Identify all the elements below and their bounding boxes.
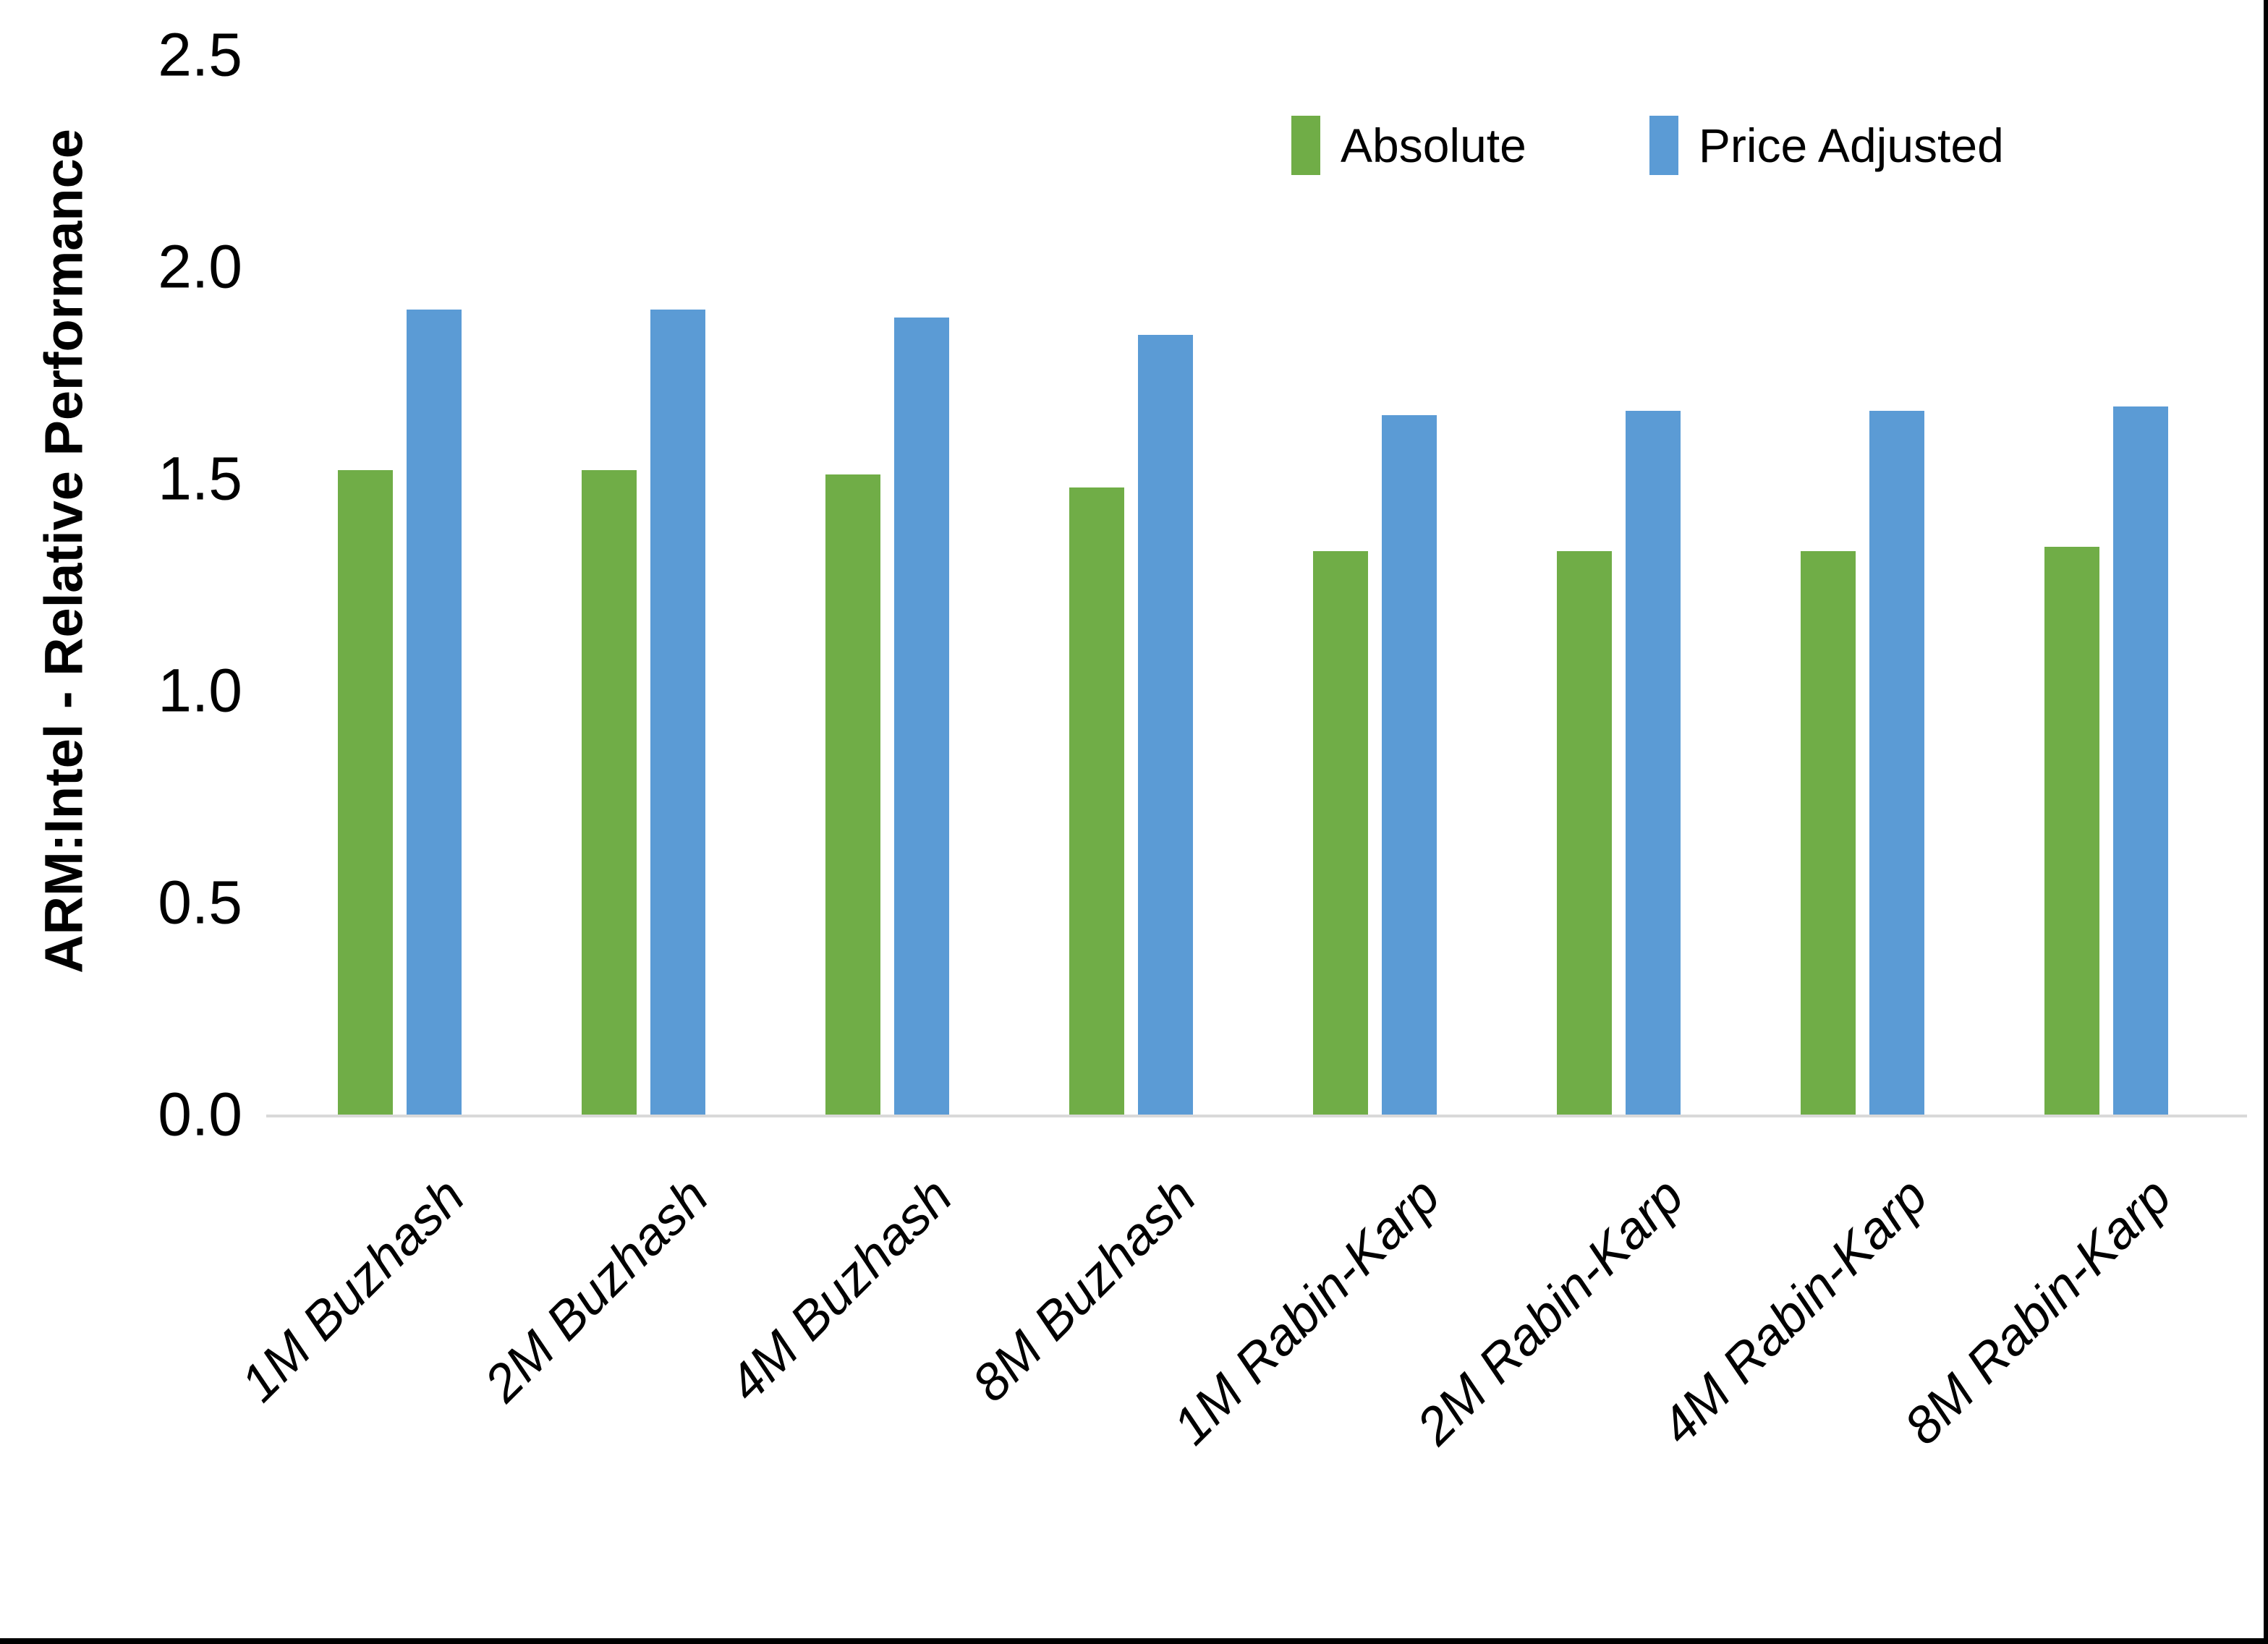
screenshot-frame-bottom-border — [0, 1638, 2268, 1644]
legend-swatch-price-adjusted-icon — [1649, 116, 1678, 175]
bar-price-adjusted-4m-rabin-karp — [1869, 411, 1924, 1115]
bar-price-adjusted-2m-buzhash — [650, 309, 705, 1115]
bar-absolute-4m-rabin-karp — [1801, 550, 1856, 1115]
bar-absolute-2m-rabin-karp — [1557, 550, 1612, 1115]
legend-item-price-adjusted: Price Adjusted — [1649, 116, 2004, 175]
bar-price-adjusted-2m-rabin-karp — [1626, 411, 1681, 1115]
legend: Absolute Price Adjusted — [1291, 116, 2004, 175]
x-axis-baseline — [266, 1115, 2247, 1117]
bar-absolute-1m-rabin-karp — [1313, 550, 1368, 1115]
x-category-label-8m-buzhash: 8M Buzhash — [961, 1167, 1207, 1413]
bar-absolute-2m-buzhash — [582, 470, 637, 1115]
legend-label-absolute: Absolute — [1341, 119, 1526, 172]
y-tick-label-0.5: 0.5 — [158, 868, 242, 937]
bar-absolute-8m-buzhash — [1069, 487, 1124, 1115]
y-tick-label-1.0: 1.0 — [158, 656, 242, 725]
bar-price-adjusted-1m-rabin-karp — [1382, 415, 1437, 1115]
y-axis-title: ARM:Intel - Relative Performance — [33, 129, 94, 974]
x-category-label-1m-buzhash: 1M Buzhash — [230, 1167, 476, 1413]
y-tick-label-0.0: 0.0 — [158, 1080, 242, 1149]
screenshot-frame-right-border — [2264, 0, 2268, 1644]
y-tick-label-1.5: 1.5 — [158, 444, 242, 513]
y-tick-label-2.0: 2.0 — [158, 232, 242, 301]
bar-price-adjusted-8m-buzhash — [1138, 334, 1193, 1115]
legend-item-absolute: Absolute — [1291, 116, 1526, 175]
y-tick-label-2.5: 2.5 — [158, 20, 242, 89]
legend-swatch-absolute-icon — [1291, 116, 1320, 175]
x-category-label-4m-buzhash: 4M Buzhash — [718, 1167, 964, 1413]
x-category-label-2m-buzhash: 2M Buzhash — [474, 1167, 720, 1413]
bar-price-adjusted-1m-buzhash — [407, 309, 462, 1115]
bar-absolute-1m-buzhash — [338, 470, 393, 1115]
bar-price-adjusted-4m-buzhash — [894, 318, 949, 1115]
bar-absolute-8m-rabin-karp — [2044, 546, 2099, 1115]
legend-label-price-adjusted: Price Adjusted — [1698, 119, 2004, 172]
bar-absolute-4m-buzhash — [825, 474, 880, 1115]
bar-price-adjusted-8m-rabin-karp — [2113, 406, 2168, 1115]
